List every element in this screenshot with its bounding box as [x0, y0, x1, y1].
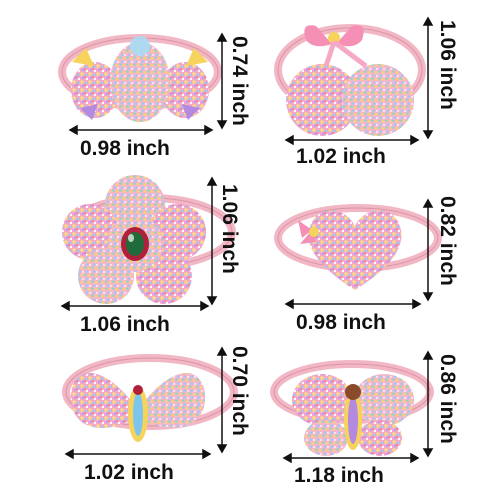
- height-label-4: 0.82 inch: [436, 196, 459, 286]
- width-label-4: 0.98 inch: [296, 311, 386, 334]
- width-label-3: 1.06 inch: [80, 313, 170, 336]
- width-label-2: 1.02 inch: [296, 145, 386, 168]
- height-label-1: 0.74 inch: [228, 36, 251, 126]
- item-flower: [62, 175, 236, 304]
- width-label-5: 1.02 inch: [84, 461, 174, 484]
- width-label-1: 0.98 inch: [80, 137, 170, 160]
- height-label-5: 0.70 inch: [228, 346, 251, 436]
- height-label-3: 1.06 inch: [218, 184, 241, 274]
- item-bow-bear: [58, 34, 222, 122]
- item-heart-with-bow: [274, 204, 442, 290]
- height-label-2: 1.06 inch: [436, 20, 459, 110]
- dimension-lines: [60, 16, 434, 464]
- item-butterfly: [270, 360, 434, 456]
- item-cherry-with-bow: [274, 24, 426, 136]
- height-label-6: 0.86 inch: [436, 354, 459, 444]
- item-bow: [62, 354, 238, 442]
- width-label-6: 1.18 inch: [294, 464, 384, 487]
